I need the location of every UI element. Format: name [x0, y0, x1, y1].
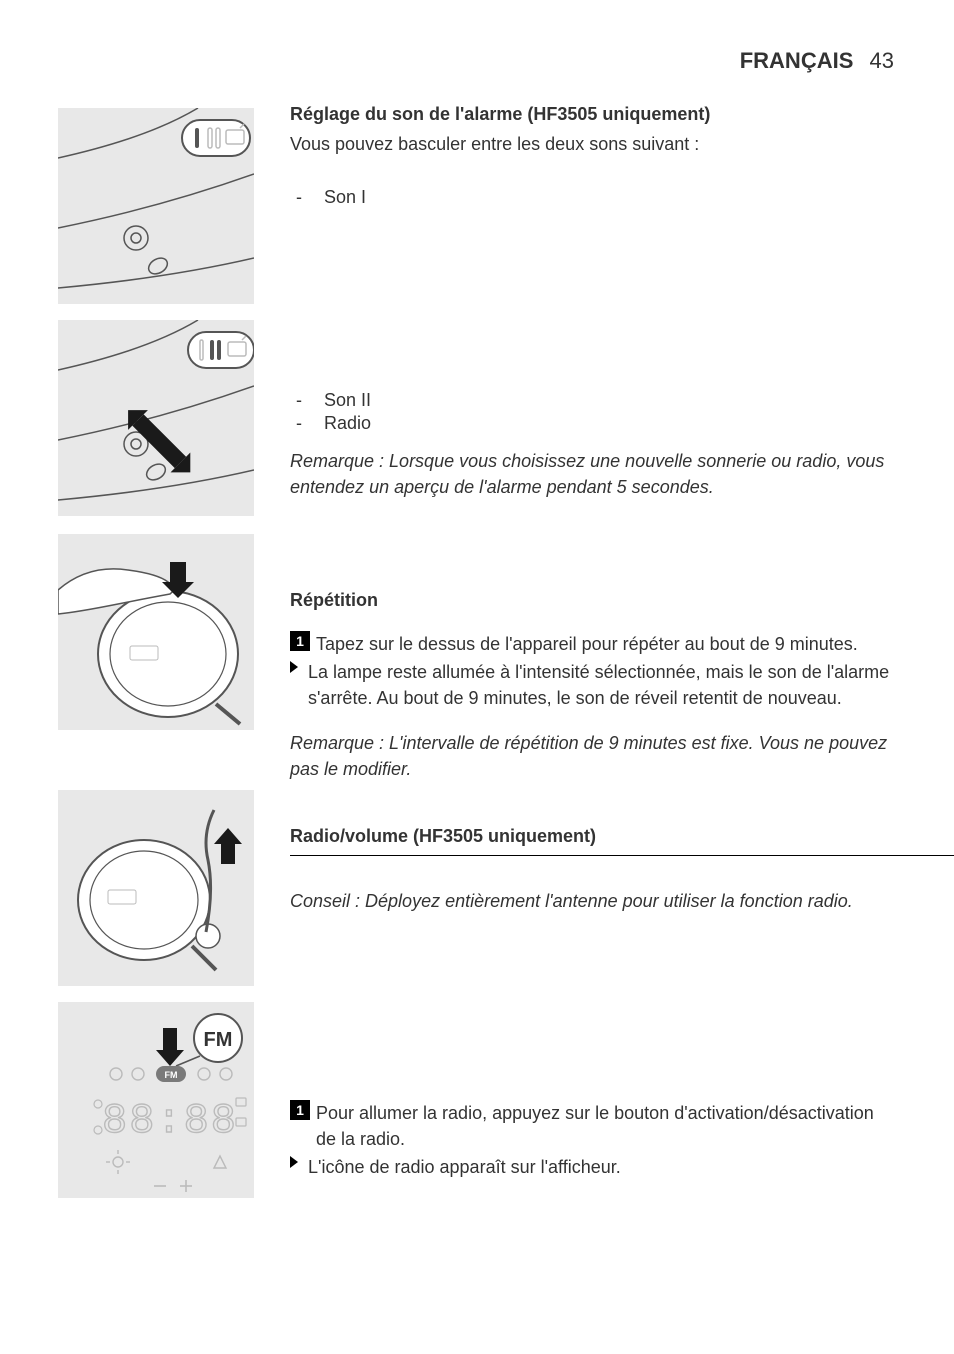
- step-number-box: 1: [290, 1100, 310, 1120]
- illus-fm-display: FM FM 88:88: [58, 1002, 254, 1198]
- fm-label: FM: [204, 1029, 233, 1051]
- repetition-title: Répétition: [290, 590, 894, 611]
- illus-antenna: [58, 790, 254, 986]
- triangle-bullet-icon: [290, 1156, 298, 1168]
- illus-tap: [58, 534, 254, 730]
- repetition-note: Remarque : L'intervalle de répétition de…: [290, 730, 894, 782]
- alarm-sound-item-3: - Radio: [296, 413, 894, 434]
- repetition-step-1: 1 Tapez sur le dessus de l'appareil pour…: [290, 631, 894, 657]
- illus-sound-1: [58, 108, 254, 304]
- radio-title: Radio/volume (HF3505 uniquement): [290, 826, 894, 847]
- alarm-sound-item-2-text: Son II: [324, 390, 371, 411]
- radio-step-1-text: Pour allumer la radio, appuyez sur le bo…: [316, 1100, 894, 1152]
- repetition-step-1-text: Tapez sur le dessus de l'appareil pour r…: [316, 631, 894, 657]
- dash-marker: -: [296, 390, 302, 411]
- dash-marker: -: [296, 187, 302, 208]
- fm-button-label: FM: [165, 1070, 178, 1080]
- radio-tip: Conseil : Déployez entièrement l'antenne…: [290, 888, 894, 914]
- alarm-sound-item-1-text: Son I: [324, 187, 366, 208]
- alarm-sound-item-3-text: Radio: [324, 413, 371, 434]
- radio-bullet: L'icône de radio apparaît sur l'afficheu…: [290, 1154, 894, 1180]
- radio-step-1: 1 Pour allumer la radio, appuyez sur le …: [290, 1100, 894, 1152]
- alarm-sound-intro: Vous pouvez basculer entre les deux sons…: [290, 131, 894, 157]
- illus-sound-2: [58, 320, 254, 516]
- language-label: FRANÇAIS: [740, 48, 854, 73]
- step-number-box: 1: [290, 631, 310, 651]
- page-number: 43: [870, 48, 894, 73]
- repetition-bullet-text: La lampe reste allumée à l'intensité sél…: [308, 659, 894, 711]
- alarm-sound-title: Réglage du son de l'alarme (HF3505 uniqu…: [290, 104, 894, 125]
- triangle-bullet-icon: [290, 661, 298, 673]
- display-digits: 88:88: [102, 1097, 238, 1145]
- repetition-bullet: La lampe reste allumée à l'intensité sél…: [290, 659, 894, 711]
- alarm-sound-item-1: - Son I: [296, 187, 894, 208]
- radio-bullet-text: L'icône de radio apparaît sur l'afficheu…: [308, 1154, 894, 1180]
- main-content: Réglage du son de l'alarme (HF3505 uniqu…: [290, 104, 894, 1182]
- alarm-sound-item-2: - Son II: [296, 390, 894, 411]
- alarm-sound-note: Remarque : Lorsque vous choisissez une n…: [290, 448, 894, 500]
- dash-marker: -: [296, 413, 302, 434]
- page-header: FRANÇAIS 43: [740, 48, 894, 74]
